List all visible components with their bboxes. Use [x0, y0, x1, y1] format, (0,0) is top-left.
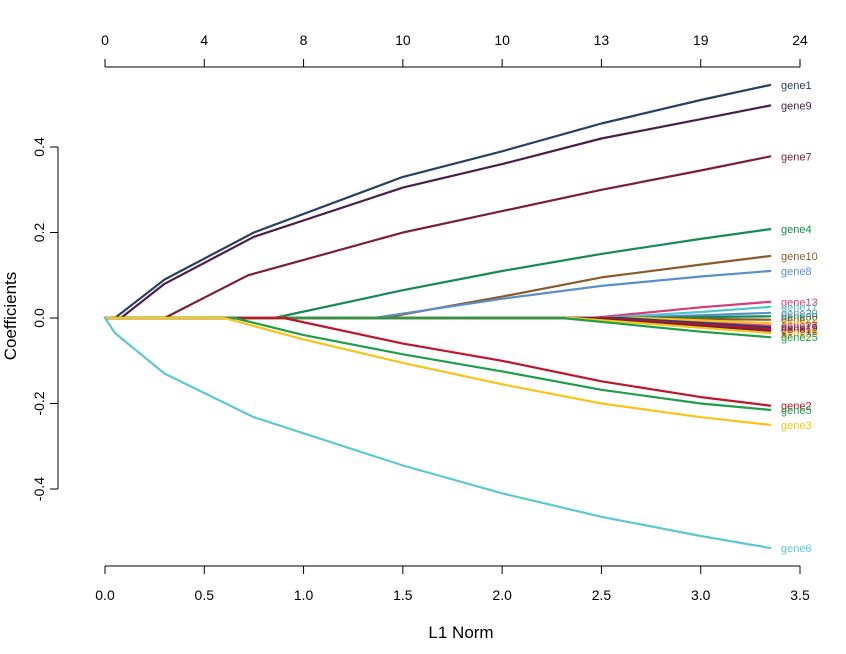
x-tick-label: 0.5: [195, 587, 215, 603]
x-tick-label: 3.5: [790, 587, 810, 603]
y-tick-label: -0.2: [31, 391, 47, 415]
bottom-x-axis: 0.0 0.5 1.0 1.5 2.0 2.5 3.0 3.5: [95, 565, 810, 603]
top-tick-label: 10: [395, 32, 411, 48]
series-label-gene3: gene3: [781, 420, 812, 432]
y-tick-label: 0.2: [31, 223, 47, 243]
top-tick-label: 10: [494, 32, 510, 48]
series-label-gene4: gene4: [781, 224, 812, 236]
series-line-gene3: [103, 316, 772, 426]
top-tick-label: 0: [101, 32, 109, 48]
series-label-gene30: gene30: [781, 311, 818, 323]
series-label-gene16: gene16: [781, 326, 818, 338]
series-line-gene25: [103, 316, 772, 339]
x-tick-label: 2.0: [492, 587, 512, 603]
series-label-gene25: gene25: [781, 332, 818, 344]
series-label-gene22: gene22: [781, 315, 818, 327]
top-tick-label: 8: [300, 32, 308, 48]
top-tick-label: 13: [594, 32, 610, 48]
series-label-gene10: gene10: [781, 251, 818, 263]
x-tick-label: 1.5: [393, 587, 413, 603]
series-label-gene7: gene7: [781, 151, 812, 163]
series-line-gene9: [103, 104, 772, 320]
series-line-gene1: [103, 83, 772, 320]
series-line-gene7: [103, 155, 772, 320]
x-tick-label: 0.0: [95, 587, 115, 603]
series-label-gene8: gene8: [781, 266, 812, 278]
series-label-gene12: gene12: [781, 324, 818, 336]
y-axis: -0.4 -0.2 0.0 0.2 0.4: [31, 137, 59, 501]
x-tick-label: 1.0: [294, 587, 314, 603]
series-label-gene13: gene13: [781, 297, 818, 309]
top-tick-label: 19: [693, 32, 709, 48]
top-x-axis: 0 4 8 10 10 13 19 24: [101, 32, 808, 68]
series-labels: gene1gene9gene7gene4gene10gene8gene13gen…: [781, 80, 818, 555]
y-tick-label: 0.4: [31, 137, 47, 157]
series-label-gene20: gene20: [781, 308, 818, 320]
series-line-gene4: [103, 228, 772, 320]
x-axis-title: L1 Norm: [428, 623, 493, 642]
series-line-gene2: [103, 316, 772, 407]
top-tick-label: 24: [792, 32, 808, 48]
series-label-gene19: gene19: [781, 322, 818, 334]
series-label-gene9: gene9: [781, 101, 812, 113]
top-tick-label: 4: [200, 32, 208, 48]
series-label-gene1: gene1: [781, 80, 812, 92]
series-label-gene29: gene29: [781, 328, 818, 340]
series-line-gene6: [103, 316, 772, 550]
y-axis-title: Coefficients: [1, 272, 20, 361]
y-tick-label: -0.4: [31, 477, 47, 501]
series-label-gene27: gene27: [781, 321, 818, 333]
series-label-gene17: gene17: [781, 302, 818, 314]
x-tick-label: 3.0: [691, 587, 711, 603]
series-lines: [103, 83, 772, 550]
series-line-gene5: [103, 316, 772, 411]
series-label-gene5: gene5: [781, 405, 812, 417]
series-label-gene6: gene6: [781, 543, 812, 555]
x-tick-label: 2.5: [592, 587, 612, 603]
series-label-gene2: gene2: [781, 401, 812, 413]
y-tick-label: 0.0: [31, 308, 47, 328]
series-label-gene14: gene14: [781, 318, 818, 330]
